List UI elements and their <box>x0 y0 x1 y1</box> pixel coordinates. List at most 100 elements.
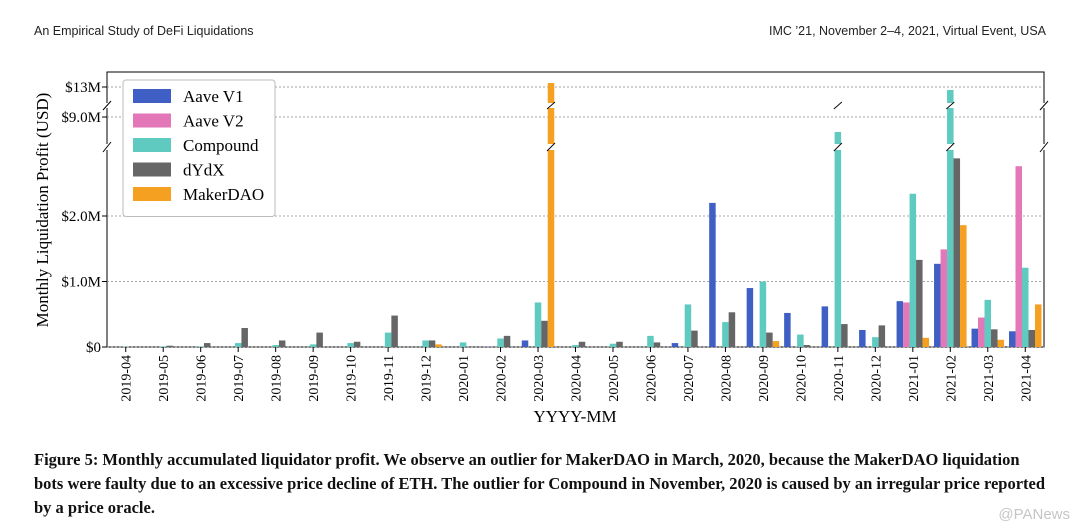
x-tick-label: 2019-04 <box>120 355 135 402</box>
y-tick-label: $2.0M <box>61 209 101 225</box>
legend-label: Aave V2 <box>183 112 244 131</box>
bar-aave-v1 <box>784 312 791 347</box>
bar-dydx <box>991 329 998 347</box>
bar-dydx <box>353 341 361 347</box>
bar-aave-v1 <box>746 288 754 347</box>
bar-dydx <box>278 340 286 347</box>
bar-aave-v2 <box>940 249 948 347</box>
bar-compound <box>459 342 467 347</box>
bar-dydx <box>916 259 923 347</box>
bar-aave-v1 <box>859 329 866 347</box>
bar-compound <box>909 193 917 347</box>
legend: Aave V1 Aave V2 Compound dYdX MakerDAO <box>122 79 276 217</box>
bar-dydx <box>241 328 248 347</box>
break-slash <box>102 141 112 153</box>
bar-compound <box>159 346 167 347</box>
bar-aave-v2 <box>903 302 910 347</box>
bar-aave-v1 <box>1009 331 1016 347</box>
bar-dydx <box>878 325 886 347</box>
bar-dydx <box>803 345 811 347</box>
break-slash <box>1039 100 1049 111</box>
bar-break-slash <box>945 142 955 152</box>
y-tick-label: $9.0M <box>61 110 101 126</box>
bar-compound <box>684 304 692 347</box>
bar-aave-v2 <box>1015 166 1023 347</box>
bar-makerdao <box>922 337 930 347</box>
y-tick-label: $1.0M <box>61 275 101 291</box>
x-tick-label: 2019-11 <box>382 355 397 401</box>
bar-makerdao <box>960 225 967 347</box>
bar-aave-v1 <box>896 301 904 347</box>
bar-dydx <box>766 332 773 347</box>
x-tick-label: 2019-05 <box>157 355 172 402</box>
bar-compound <box>609 343 617 347</box>
break-slash <box>1039 141 1049 153</box>
bar-aave-v1 <box>934 263 941 347</box>
bar-dydx <box>166 345 173 347</box>
bar-compound <box>1022 267 1029 347</box>
figure-caption: Figure 5: Monthly accumulated liquidator… <box>34 450 1046 517</box>
bar-dydx <box>653 342 661 347</box>
x-tick-label: 2020-10 <box>794 355 809 402</box>
x-tick-label: 2021-01 <box>907 355 922 402</box>
bar-break-slash <box>833 101 843 110</box>
bar-dydx <box>503 335 511 347</box>
bar-dydx <box>541 320 548 347</box>
legend-label: Aave V1 <box>183 87 244 106</box>
bar-dydx <box>728 312 736 347</box>
legend-swatch <box>133 138 171 152</box>
x-axis: 2019-04 2019-05 2019-06 2019-07 2019-08 2019-… <box>120 347 1034 402</box>
x-tick-label: 2020-08 <box>719 355 734 402</box>
bar-compound <box>797 334 804 347</box>
bar-compound <box>572 345 579 347</box>
bar-aave-v1 <box>671 343 679 347</box>
bar-dydx <box>1028 329 1036 347</box>
bar-break-slash <box>546 101 556 110</box>
liquidation-profit-chart: $0$1.0M$2.0M$9.0M$13M 2019-04 2019-05 2019… <box>33 71 1049 426</box>
legend-label: Compound <box>183 136 259 155</box>
x-tick-label: 2020-06 <box>644 355 659 402</box>
bar-compound <box>984 299 992 347</box>
x-tick-label: 2020-03 <box>532 355 547 402</box>
bar-compound <box>197 346 204 347</box>
x-tick-label: 2020-12 <box>869 355 884 402</box>
bar-aave-v1 <box>971 328 979 347</box>
bar-dydx <box>203 343 211 347</box>
x-axis-label: YYYY-MM <box>533 407 616 426</box>
x-tick-label: 2019-06 <box>195 355 210 402</box>
legend-label: MakerDAO <box>183 185 264 204</box>
bar-dydx <box>691 330 698 347</box>
x-tick-label: 2020-05 <box>607 355 622 402</box>
bar-compound <box>834 132 842 347</box>
bar-compound <box>534 302 542 347</box>
x-tick-label: 2019-12 <box>420 355 435 402</box>
x-tick-label: 2021-03 <box>982 355 997 402</box>
x-tick-label: 2020-02 <box>495 355 510 402</box>
y-axis: $0 $1.0M $2.0M $9.0M $13M <box>61 80 107 356</box>
break-slash <box>102 100 112 111</box>
x-tick-label: 2020-11 <box>832 355 847 401</box>
axis-break-marks <box>102 100 1049 153</box>
x-tick-label: 2019-09 <box>307 355 322 402</box>
legend-label: dYdX <box>183 161 225 180</box>
bar-break-slash <box>833 142 843 152</box>
bar-compound <box>722 322 729 347</box>
x-tick-label: 2020-04 <box>570 355 585 402</box>
bar-compound <box>234 343 242 347</box>
bar-compound <box>497 338 504 347</box>
bar-makerdao <box>435 344 442 347</box>
x-tick-label: 2019-10 <box>345 355 360 402</box>
bar-break-slash <box>946 101 955 110</box>
bar-dydx <box>953 158 961 347</box>
break-gap <box>108 103 1043 108</box>
bar-aave-v1 <box>484 346 491 347</box>
bar-aave-v1 <box>821 306 829 347</box>
y-axis-label: Monthly Liquidation Profit (USD) <box>33 93 52 328</box>
y-tick-label: $13M <box>65 80 101 96</box>
bar-compound <box>647 335 654 347</box>
bar-compound <box>347 343 354 347</box>
legend-swatch <box>133 187 171 201</box>
bar-compound <box>872 337 879 347</box>
x-tick-label: 2019-08 <box>270 355 285 402</box>
bar-compound <box>759 281 767 347</box>
